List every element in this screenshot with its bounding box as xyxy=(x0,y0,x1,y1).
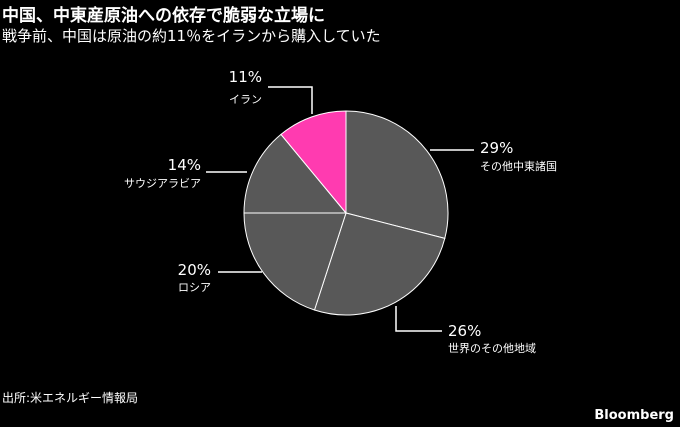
slice-value-label: 14% xyxy=(168,156,201,174)
leader-line xyxy=(395,306,442,332)
slice-value-label: 20% xyxy=(178,261,211,279)
pie-slice xyxy=(345,110,449,239)
leader-line xyxy=(268,86,313,114)
chart-title: 中国、中東産原油への依存で脆弱な立場に xyxy=(2,6,325,26)
pie-slice xyxy=(243,212,347,311)
leader-lines xyxy=(206,86,474,332)
slice-category-label: その他中東諸国 xyxy=(480,159,557,173)
source-note: 出所:米エネルギー情報局 xyxy=(2,391,139,405)
slice-category-label: 世界のその他地域 xyxy=(448,342,536,355)
pie-slice xyxy=(280,110,347,215)
pie-slice xyxy=(243,133,348,214)
pie-slices xyxy=(243,110,449,316)
pie-slice xyxy=(313,212,446,316)
slice-value-label: 26% xyxy=(448,322,481,340)
slice-category-label: サウジアラビア xyxy=(124,177,201,190)
chart-subtitle: 戦争前、中国は原油の約11％をイランから購入していた xyxy=(2,27,381,45)
slice-value-label: 29% xyxy=(480,139,513,157)
slice-category-label: イラン xyxy=(229,93,262,106)
bloomberg-logo: Bloomberg xyxy=(594,408,674,423)
slice-labels: 29% その他中東諸国 26% 世界のその他地域 20% ロシア 14% サウジアラビア 11%… xyxy=(124,68,557,355)
slice-category-label: ロシア xyxy=(178,281,211,294)
slice-value-label: 11% xyxy=(229,68,262,86)
